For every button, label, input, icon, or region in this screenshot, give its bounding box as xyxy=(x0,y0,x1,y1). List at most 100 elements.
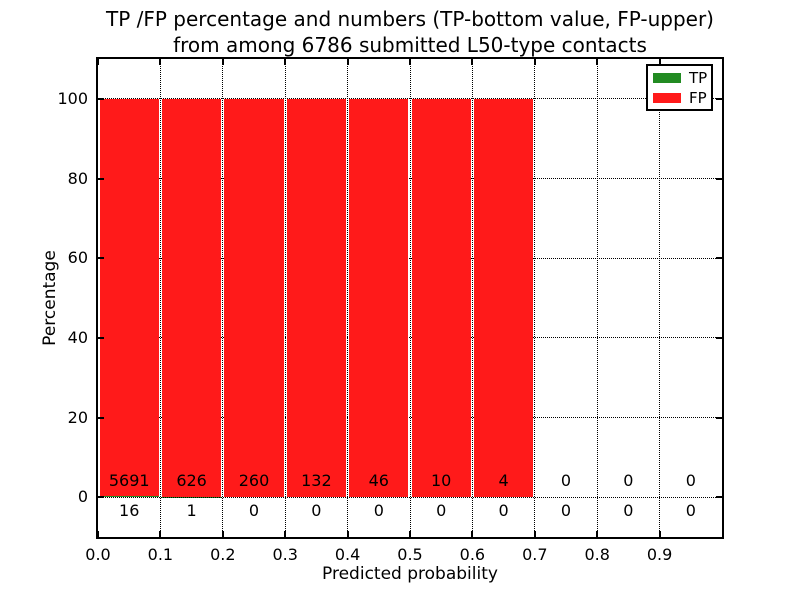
tp-count-label: 0 xyxy=(436,501,447,521)
grid-line-horizontal xyxy=(98,496,722,498)
x-tick-mark xyxy=(533,59,536,65)
legend-swatch-fp xyxy=(653,92,681,103)
x-tick-label: 0.5 xyxy=(397,545,423,564)
fp-count-label: 0 xyxy=(560,471,572,491)
grid-line-vertical xyxy=(409,59,411,537)
grid-line-vertical xyxy=(159,59,161,537)
fp-count-label: 626 xyxy=(176,471,207,491)
x-tick-mark xyxy=(471,531,474,537)
y-tick-label: 100 xyxy=(57,88,88,108)
grid-line-horizontal xyxy=(98,337,722,339)
grid-line-horizontal xyxy=(98,98,722,100)
fp-count-label: 5691 xyxy=(108,471,150,491)
x-tick-label: 0.9 xyxy=(646,545,673,564)
y-tick-label: 60 xyxy=(67,248,88,268)
y-tick-label: 0 xyxy=(77,487,88,507)
grid-line-vertical xyxy=(471,59,473,537)
x-tick-mark xyxy=(658,59,661,65)
x-tick-label: 0.4 xyxy=(334,545,361,564)
y-tick-mark xyxy=(98,496,104,499)
fp-count-label: 260 xyxy=(238,471,270,491)
bar-fp xyxy=(286,98,347,498)
y-tick-mark xyxy=(98,177,104,180)
legend-swatch-tp xyxy=(653,72,681,83)
fp-count-label: 0 xyxy=(623,471,634,491)
grid-line-horizontal xyxy=(98,178,722,179)
tp-count-label: 0 xyxy=(623,501,634,521)
tp-count-label: 0 xyxy=(498,501,509,521)
legend: TP FP xyxy=(646,64,713,111)
bar-fp xyxy=(473,98,534,498)
y-tick-label: 80 xyxy=(67,168,88,188)
legend-label-fp: FP xyxy=(689,88,707,107)
x-tick-label: 0.7 xyxy=(522,545,548,564)
y-tick-mark xyxy=(98,97,104,100)
bar-fp xyxy=(161,98,222,497)
x-axis-label: Predicted probability xyxy=(322,564,498,584)
fp-count-label: 46 xyxy=(368,471,389,491)
x-tick-mark xyxy=(97,531,99,537)
y-tick-mark xyxy=(716,416,722,419)
y-tick-label: 40 xyxy=(67,327,88,347)
grid-line-vertical xyxy=(347,59,349,537)
bar-tp xyxy=(99,496,159,498)
x-tick-label: 0.2 xyxy=(210,545,236,564)
x-tick-label: 0.1 xyxy=(147,545,174,564)
chart-title-line1: TP /FP percentage and numbers (TP-bottom… xyxy=(106,7,714,31)
x-tick-label: 0.8 xyxy=(584,545,610,564)
y-axis-label: Percentage xyxy=(40,250,60,346)
grid-line-vertical xyxy=(596,59,598,537)
x-tick-mark xyxy=(346,59,349,65)
grid-line-vertical xyxy=(659,59,661,537)
chart-title: TP /FP percentage and numbers (TP-bottom… xyxy=(0,6,800,58)
plot-area: 5691 16 626 1 260 0 132 0 46 0 10 0 4 0 0 0 0 0 0 0 xyxy=(96,57,724,539)
x-tick-mark xyxy=(596,531,599,537)
bar-fp xyxy=(349,98,409,498)
x-tick-mark xyxy=(533,531,536,537)
x-tick-label: 0.0 xyxy=(85,545,111,564)
grid-line-horizontal xyxy=(98,257,722,259)
x-tick-mark xyxy=(471,59,474,65)
legend-row-fp: FP xyxy=(648,88,711,108)
y-tick-mark xyxy=(716,257,722,260)
x-tick-mark xyxy=(346,531,349,537)
legend-row-tp: TP xyxy=(648,68,711,88)
y-tick-mark xyxy=(716,97,722,100)
y-tick-mark xyxy=(716,496,722,499)
x-tick-mark xyxy=(221,531,224,537)
bar-fp xyxy=(99,98,159,497)
bar-fp xyxy=(411,98,471,498)
grid-line-vertical xyxy=(534,59,536,537)
tp-count-label: 0 xyxy=(685,501,696,521)
tp-count-label: 0 xyxy=(560,501,572,521)
x-tick-mark xyxy=(409,59,411,65)
x-tick-mark xyxy=(409,531,411,537)
fp-count-label: 10 xyxy=(431,471,452,491)
x-tick-mark xyxy=(596,59,599,65)
y-tick-mark xyxy=(98,336,104,339)
x-tick-mark xyxy=(221,59,224,65)
y-tick-mark xyxy=(98,416,104,419)
grid-line-vertical xyxy=(222,59,224,537)
fp-count-label: 4 xyxy=(498,471,509,491)
grid-line-horizontal xyxy=(98,417,722,418)
fp-count-label: 132 xyxy=(301,471,332,491)
chart-title-line2: from among 6786 submitted L50-type conta… xyxy=(173,33,647,57)
y-tick-mark xyxy=(716,177,722,180)
legend-label-tp: TP xyxy=(689,68,708,87)
tp-count-label: 0 xyxy=(248,501,260,521)
bar-fp xyxy=(224,98,284,498)
y-tick-label: 20 xyxy=(67,407,88,427)
tp-count-label: 1 xyxy=(186,501,197,521)
x-tick-mark xyxy=(284,531,287,537)
x-tick-label: 0.6 xyxy=(459,545,486,564)
tp-count-label: 0 xyxy=(311,501,322,521)
y-tick-mark xyxy=(98,257,104,260)
x-tick-mark xyxy=(159,59,162,65)
fp-count-label: 0 xyxy=(685,471,696,491)
x-tick-mark xyxy=(159,531,162,537)
x-tick-mark xyxy=(658,531,661,537)
tp-count-label: 0 xyxy=(373,501,384,521)
y-tick-mark xyxy=(716,336,722,339)
